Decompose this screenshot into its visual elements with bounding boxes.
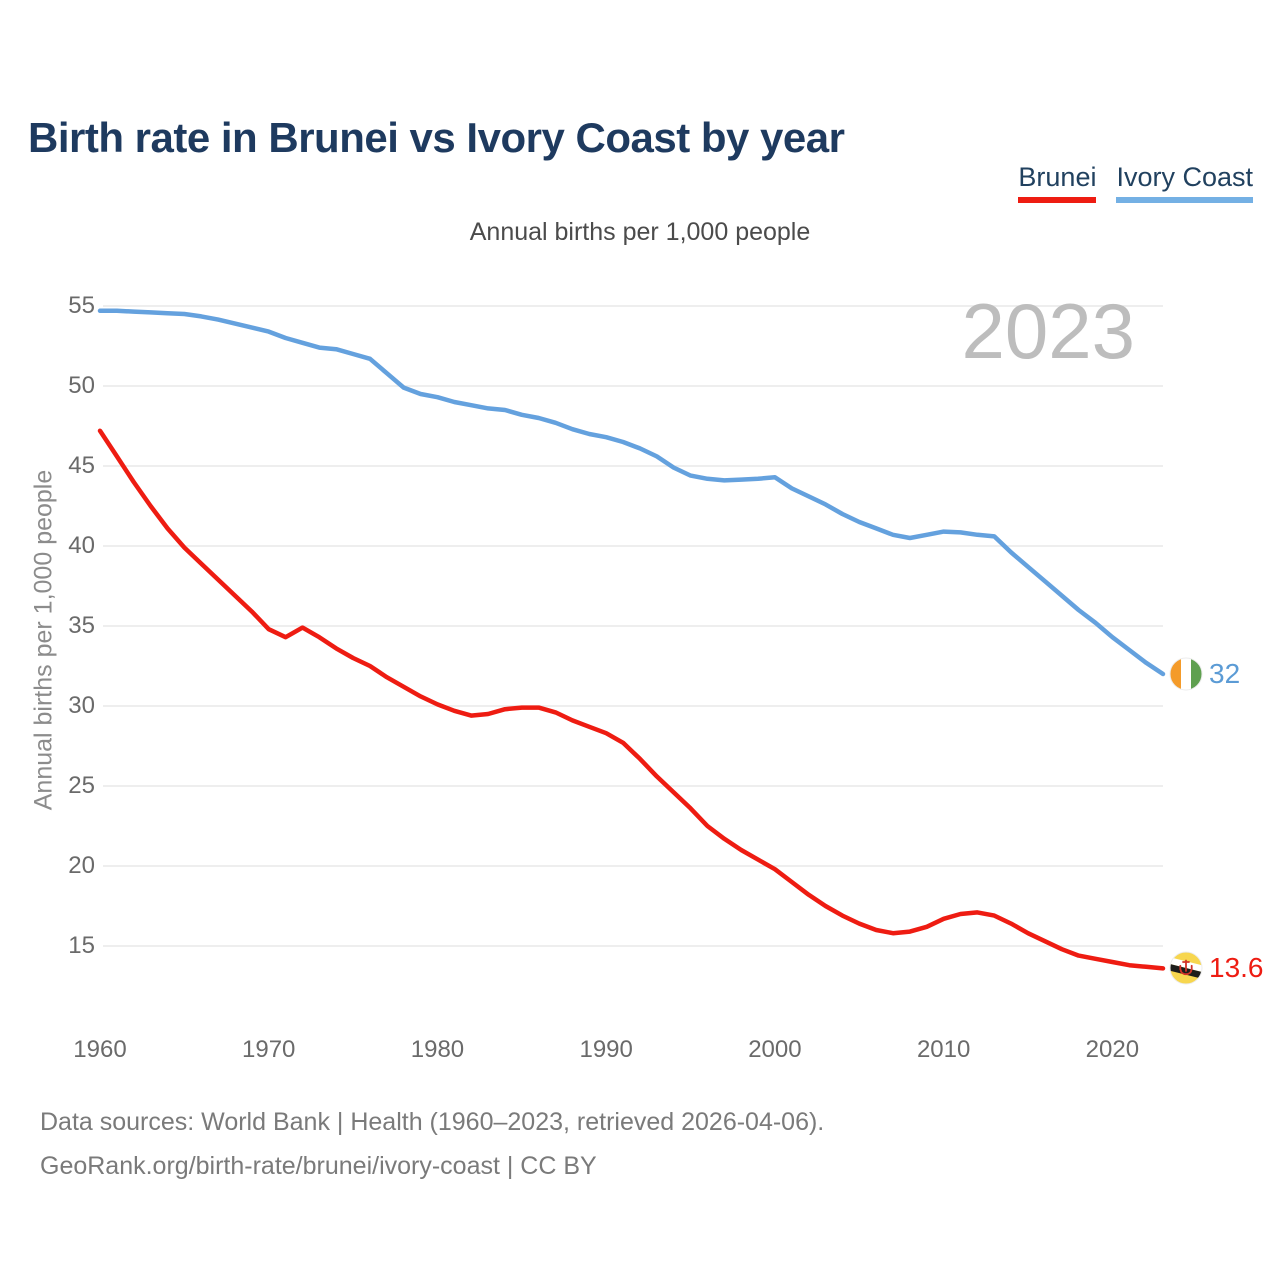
legend: Brunei Ivory Coast (1018, 162, 1253, 204)
y-tick-label: 40 (68, 532, 95, 559)
x-tick-label: 1980 (410, 1036, 465, 1063)
brunei-flag-icon (1169, 951, 1203, 985)
y-tick-label: 55 (68, 292, 95, 319)
legend-item-ivory-coast[interactable]: Ivory Coast (1116, 162, 1253, 204)
y-tick-label: 15 (68, 932, 95, 959)
y-tick-label: 35 (68, 612, 95, 639)
y-tick-label: 30 (68, 692, 95, 719)
x-tick-label: 1990 (579, 1036, 633, 1063)
y-tick-label: 20 (68, 852, 95, 879)
x-tick-label: 2020 (1085, 1036, 1140, 1063)
page-title: Birth rate in Brunei vs Ivory Coast by y… (28, 114, 845, 162)
y-tick-label: 25 (68, 772, 95, 799)
footer-data-sources: Data sources: World Bank | Health (1960–… (40, 1108, 825, 1136)
footer-attribution: GeoRank.org/birth-rate/brunei/ivory-coas… (40, 1152, 597, 1180)
ivory-coast-line (97, 308, 1166, 677)
chart-subtitle: Annual births per 1,000 people (469, 218, 811, 246)
y-tick-label: 50 (68, 372, 95, 399)
ivory-coast-value-label: 32 (1209, 658, 1241, 689)
brunei-line (97, 428, 1166, 971)
ivory-coast-flag-icon (1169, 657, 1203, 691)
year-watermark: 2023 (961, 287, 1135, 375)
footer: Data sources: World Bank | Health (1960–… (40, 1100, 824, 1188)
x-tick-label: 1960 (73, 1036, 127, 1063)
y-tick-label: 45 (68, 452, 95, 479)
x-tick-label: 2010 (916, 1036, 971, 1063)
x-tick-label: 1970 (242, 1036, 296, 1063)
brunei-value-label: 13.6 (1209, 952, 1264, 984)
x-tick-label: 2000 (748, 1036, 802, 1063)
legend-item-brunei[interactable]: Brunei (1018, 162, 1097, 204)
